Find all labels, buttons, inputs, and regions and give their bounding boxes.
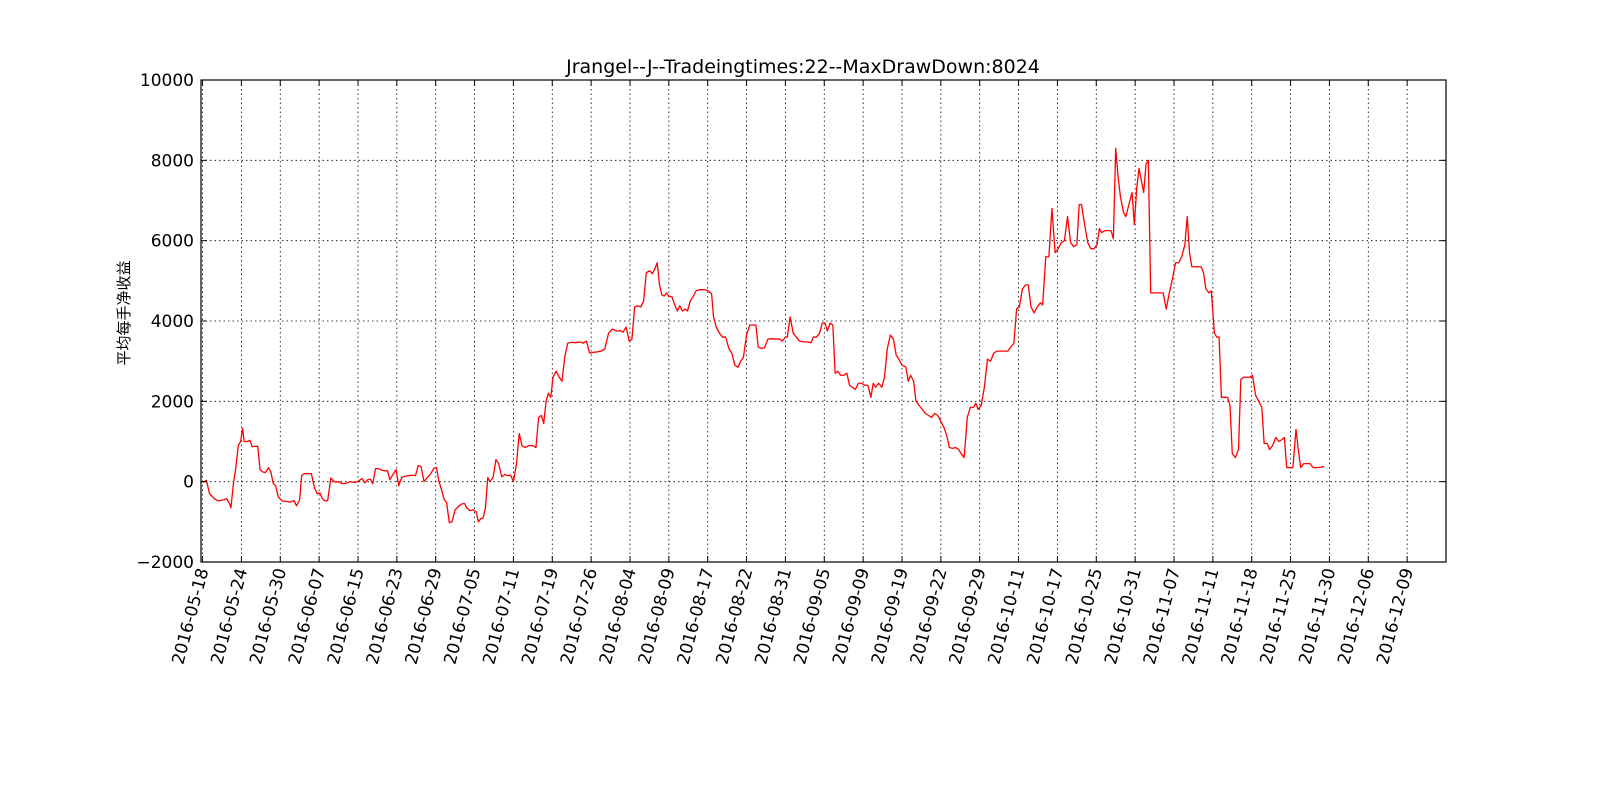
x-tick-label: 2016-10-25: [1062, 566, 1107, 667]
y-axis-ticks: −2000 0 2000 4000 6000 8000 10000: [136, 71, 1446, 573]
x-tick-label: 2016-09-29: [946, 566, 991, 667]
x-tick-label: 2016-09-22: [907, 566, 952, 667]
x-tick-label: 2016-06-07: [285, 566, 330, 667]
x-tick-label: 2016-06-23: [363, 566, 408, 667]
x-tick-label: 2016-08-09: [635, 566, 680, 667]
x-tick-label: 2016-08-17: [674, 566, 719, 667]
grid-lines: [201, 80, 1446, 562]
x-tick-label: 2016-11-11: [1179, 566, 1224, 667]
x-tick-label: 2016-06-29: [402, 566, 447, 667]
y-tick-label: −2000: [136, 553, 194, 573]
x-tick-label: 2016-11-07: [1140, 566, 1185, 667]
x-tick-label: 2016-09-19: [868, 566, 913, 667]
y-tick-label: 6000: [151, 232, 194, 252]
x-tick-label: 2016-07-26: [557, 566, 602, 667]
x-tick-label: 2016-09-09: [829, 566, 874, 667]
x-tick-label: 2016-05-30: [246, 566, 291, 667]
x-tick-label: 2016-10-31: [1101, 566, 1146, 667]
y-axis-label: 平均每手净收益: [115, 260, 133, 365]
x-tick-label: 2016-11-18: [1218, 566, 1263, 667]
x-tick-label: 2016-10-11: [985, 566, 1030, 667]
x-tick-label: 2016-11-30: [1295, 566, 1340, 667]
y-tick-label: 4000: [151, 312, 194, 332]
x-axis-ticks: 2016-05-182016-05-242016-05-302016-06-07…: [168, 80, 1418, 667]
series-line: [202, 147, 1325, 524]
series-layer: [202, 147, 1325, 524]
x-tick-label: 2016-05-24: [207, 566, 252, 667]
y-tick-label: 10000: [140, 71, 194, 91]
y-tick-label: 8000: [151, 151, 194, 171]
x-tick-label: 2016-12-06: [1334, 566, 1379, 667]
x-tick-label: 2016-05-18: [168, 566, 213, 667]
x-tick-label: 2016-08-04: [596, 566, 641, 667]
x-tick-label: 2016-11-25: [1257, 566, 1302, 667]
x-tick-label: 2016-07-11: [479, 566, 524, 667]
x-tick-label: 2016-07-05: [440, 566, 485, 667]
chart-title: Jrangel--J--Tradeingtimes:22--MaxDrawDow…: [565, 56, 1040, 78]
x-tick-label: 2016-08-31: [751, 566, 796, 667]
x-tick-label: 2016-12-09: [1373, 566, 1418, 667]
x-tick-label: 2016-08-22: [713, 566, 758, 667]
x-tick-label: 2016-07-19: [518, 566, 563, 667]
x-tick-label: 2016-10-17: [1023, 566, 1068, 667]
x-tick-label: 2016-06-15: [324, 566, 369, 667]
y-tick-label: 2000: [151, 392, 194, 412]
y-tick-label: 0: [183, 473, 194, 493]
x-tick-label: 2016-09-05: [790, 566, 835, 667]
